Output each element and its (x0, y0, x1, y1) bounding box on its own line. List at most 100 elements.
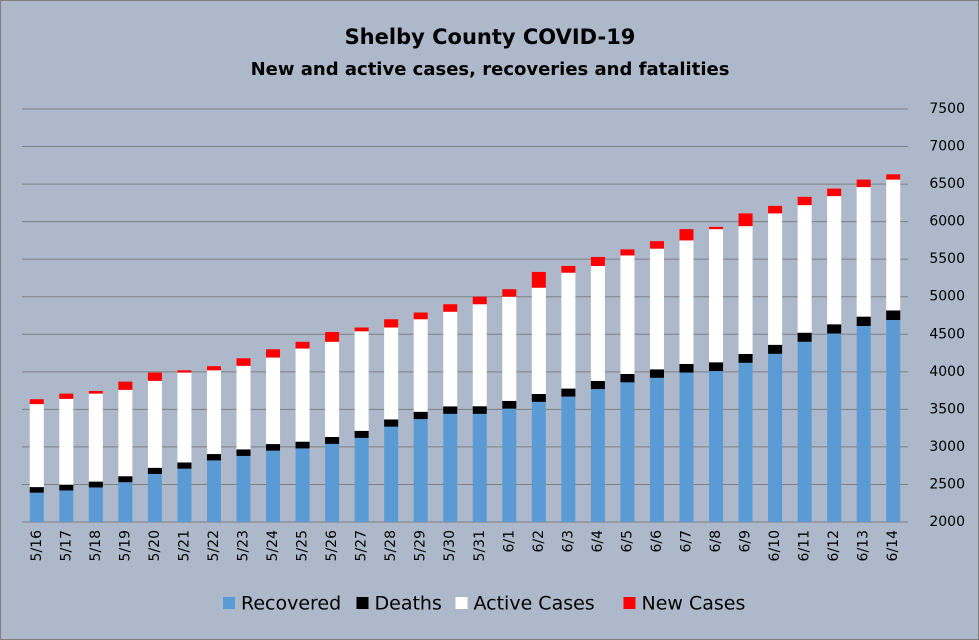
x-tick-label: 5/25 (295, 530, 311, 561)
bar-segment (561, 272, 576, 389)
x-tick-label: 6/8 (708, 530, 724, 553)
x-tick-label: 6/4 (590, 530, 606, 553)
bar-segment (266, 444, 281, 451)
bar-segment (443, 304, 458, 312)
bar-segment (295, 348, 310, 442)
bar-segment (797, 332, 812, 342)
bar-segment (29, 399, 44, 405)
bar-segment (206, 454, 221, 461)
bar-segment (118, 389, 133, 477)
bar-segment (88, 487, 103, 522)
y-tick-label: 2000 (929, 514, 965, 530)
x-tick-label: 5/24 (265, 530, 281, 562)
bar-segment (502, 296, 517, 401)
y-tick-label: 5500 (929, 251, 965, 267)
bar-segment (177, 372, 192, 463)
legend-label: Deaths (375, 593, 442, 615)
x-tick-label: 5/29 (413, 530, 429, 561)
bar-segment (561, 388, 576, 397)
bar-segment (561, 396, 576, 522)
bar-segment (236, 365, 251, 450)
chart-subtitle: New and active cases, recoveries and fat… (251, 59, 730, 80)
bar-segment (768, 205, 783, 214)
x-tick-label: 6/13 (856, 530, 872, 561)
x-tick-label: 5/30 (442, 530, 458, 561)
bar-segment (797, 205, 812, 333)
bar-segment (738, 362, 753, 522)
bar-segment (472, 413, 487, 522)
x-tick-label: 5/28 (383, 530, 399, 561)
bar-segment (886, 310, 901, 321)
bar-segment (886, 179, 901, 311)
legend-swatch (455, 597, 468, 609)
bar-segment (384, 327, 399, 420)
bar-segment (590, 256, 605, 266)
bar-segment (177, 462, 192, 469)
bar-segment (709, 371, 724, 522)
legend-swatch (623, 597, 636, 609)
bar-segment (236, 455, 251, 522)
bar-segment (797, 341, 812, 522)
bar-segment (29, 487, 44, 493)
bar-segment (531, 401, 546, 522)
x-tick-label: 6/12 (826, 530, 842, 561)
bar-segment (561, 265, 576, 273)
y-tick-label: 3000 (929, 439, 965, 455)
bar-segment (443, 413, 458, 522)
bar-segment (295, 448, 310, 522)
bar-segment (502, 408, 517, 522)
bar-segment (29, 404, 44, 488)
bar-segment (266, 450, 281, 522)
y-tick-label: 7000 (929, 139, 965, 155)
x-tick-label: 6/6 (649, 530, 665, 553)
bar-segment (29, 492, 44, 522)
bar-segment (649, 248, 664, 370)
bar-segment (147, 372, 162, 381)
bar-segment (295, 441, 310, 449)
bar-segment (147, 473, 162, 522)
legend-label: Active Cases (474, 593, 595, 615)
y-tick-label: 3500 (929, 401, 965, 417)
bar-segment (620, 382, 635, 522)
bar-segment (649, 377, 664, 522)
bar-segment (236, 449, 251, 456)
bar-segment (236, 358, 251, 366)
x-tick-label: 5/19 (117, 530, 133, 561)
bar-segment (88, 390, 103, 394)
bar-segment (856, 316, 871, 327)
bar-segment (59, 393, 74, 399)
x-tick-label: 5/22 (206, 530, 222, 561)
bar-segment (443, 311, 458, 407)
bar-segment (620, 249, 635, 256)
bar-segment (472, 406, 487, 414)
x-tick-label: 5/18 (88, 530, 104, 561)
bar-segment (413, 312, 428, 320)
bar-segment (827, 333, 842, 522)
bar-segment (354, 331, 369, 431)
y-tick-label: 7500 (929, 101, 965, 117)
bar-segment (325, 341, 340, 437)
bar-segment (266, 349, 281, 358)
bar-segment (502, 289, 517, 297)
bar-segment (709, 226, 724, 230)
bar-segment (118, 482, 133, 522)
bar-segment (768, 344, 783, 354)
bar-segment (590, 380, 605, 390)
legend-label: Recovered (241, 593, 341, 615)
bar-segment (738, 353, 753, 363)
bar-segment (354, 327, 369, 332)
bar-segment (531, 393, 546, 402)
bar-segment (88, 481, 103, 488)
x-tick-label: 6/3 (560, 530, 576, 553)
bar-segment (649, 241, 664, 249)
bar-segment (679, 240, 694, 364)
bar-segment (472, 304, 487, 407)
x-tick-label: 5/17 (58, 530, 74, 561)
legend: Recovered Deaths Active Cases New Cases (223, 593, 745, 615)
bar-segment (206, 460, 221, 522)
y-tick-label: 5000 (929, 289, 965, 305)
bar-segment (325, 436, 340, 444)
bar-segment (827, 324, 842, 334)
bar-segment (177, 370, 192, 373)
